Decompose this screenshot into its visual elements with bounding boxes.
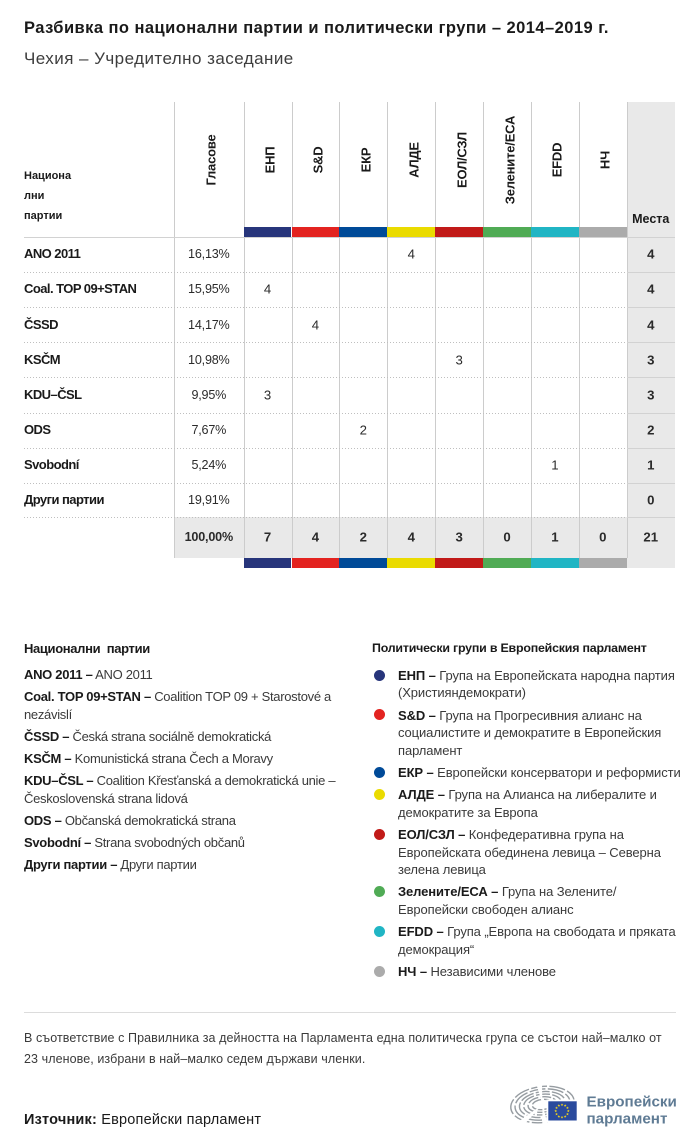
svg-text:парламент: парламент [587,1111,668,1128]
svg-text:Европейски: Европейски [587,1094,677,1111]
